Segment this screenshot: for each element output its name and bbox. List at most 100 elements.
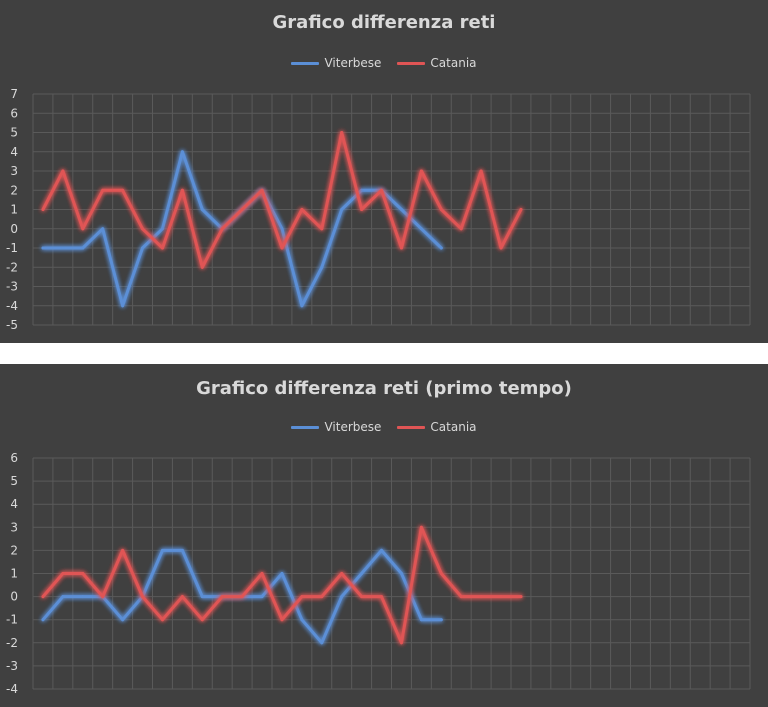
- data-point-catania: [399, 246, 403, 250]
- data-point-viterbese: [260, 595, 264, 599]
- y-tick-label: 1: [10, 567, 18, 581]
- data-point-catania: [439, 572, 443, 575]
- data-point-catania: [81, 572, 85, 575]
- data-point-viterbese: [280, 227, 284, 231]
- y-tick-label: -1: [6, 613, 18, 627]
- data-point-catania: [419, 525, 423, 529]
- data-point-viterbese: [340, 595, 344, 599]
- data-point-viterbese: [380, 548, 384, 552]
- data-point-catania: [180, 595, 184, 599]
- legend-label: Catania: [430, 56, 477, 70]
- y-tick-label: 4: [10, 497, 18, 511]
- data-point-viterbese: [141, 246, 145, 250]
- data-point-catania: [280, 618, 284, 622]
- data-point-viterbese: [360, 572, 364, 575]
- data-point-catania: [121, 188, 125, 192]
- y-tick-label: -4: [6, 682, 18, 696]
- y-tick-label: 3: [10, 164, 18, 178]
- data-point-viterbese: [61, 595, 65, 599]
- data-point-viterbese: [180, 150, 184, 154]
- plot-area: 6 5 4 3 2 1 0 -1 -2 -3 -4: [6, 451, 751, 696]
- plot-area: 7 6 5 4 3 2 1 0 -1 -2 -3 -4 -5: [6, 87, 751, 332]
- legend-label: Viterbese: [324, 420, 382, 434]
- data-point-catania: [360, 208, 364, 211]
- data-point-catania: [320, 227, 324, 231]
- data-point-catania: [519, 208, 523, 211]
- data-point-catania: [360, 595, 364, 599]
- data-point-catania: [180, 188, 184, 192]
- y-tick-label: 0: [10, 590, 18, 604]
- y-tick-label: 0: [10, 222, 18, 236]
- data-point-catania: [479, 169, 483, 173]
- data-point-viterbese: [200, 208, 204, 211]
- chart-legend: Viterbese Catania: [0, 56, 768, 70]
- data-point-viterbese: [419, 227, 423, 231]
- data-point-catania: [380, 188, 384, 192]
- data-point-catania: [160, 246, 164, 250]
- data-point-catania: [419, 169, 423, 173]
- data-point-catania: [41, 595, 45, 599]
- data-point-catania: [479, 595, 483, 599]
- data-point-viterbese: [160, 548, 164, 552]
- data-point-catania: [101, 595, 105, 599]
- data-point-viterbese: [300, 618, 304, 622]
- data-point-viterbese: [160, 227, 164, 231]
- y-tick-label: 5: [10, 474, 18, 488]
- y-tick-label: -3: [6, 659, 18, 673]
- y-tick-label: 6: [10, 106, 18, 120]
- data-point-catania: [200, 265, 204, 269]
- chart-title: Grafico differenza reti (primo tempo): [196, 378, 572, 399]
- legend-item-catania: Catania: [397, 56, 477, 70]
- data-point-catania: [141, 227, 145, 231]
- y-tick-label: -1: [6, 241, 18, 255]
- data-point-catania: [240, 208, 244, 211]
- y-tick-label: 4: [10, 145, 18, 159]
- data-point-viterbese: [439, 246, 443, 250]
- legend-label: Viterbese: [324, 56, 382, 70]
- legend-item-catania: Catania: [397, 420, 477, 434]
- data-point-viterbese: [439, 618, 443, 622]
- data-point-viterbese: [399, 208, 403, 211]
- data-point-viterbese: [419, 618, 423, 622]
- data-point-viterbese: [81, 246, 85, 250]
- chart-title: Grafico differenza reti: [272, 12, 496, 33]
- chart-legend: Viterbese Catania: [0, 420, 768, 434]
- data-point-viterbese: [320, 265, 324, 269]
- legend-label: Catania: [430, 420, 477, 434]
- data-point-viterbese: [81, 595, 85, 599]
- y-tick-label: 1: [10, 203, 18, 217]
- series-line-catania: [41, 525, 523, 645]
- data-point-viterbese: [280, 572, 284, 575]
- data-point-catania: [499, 595, 503, 599]
- data-point-catania: [399, 641, 403, 645]
- data-point-viterbese: [399, 572, 403, 575]
- y-tick-label: 2: [10, 543, 18, 557]
- data-point-catania: [81, 227, 85, 231]
- data-point-catania: [340, 572, 344, 575]
- y-tick-label: 2: [10, 183, 18, 197]
- data-point-catania: [439, 208, 443, 211]
- y-tick-label: 3: [10, 520, 18, 534]
- data-point-catania: [499, 246, 503, 250]
- data-point-viterbese: [121, 618, 125, 622]
- chart-panel-1: Grafico differenza reti Viterbese Catani…: [0, 0, 768, 343]
- data-point-viterbese: [41, 246, 45, 250]
- data-point-catania: [200, 618, 204, 622]
- legend-swatch-catania: [397, 425, 426, 429]
- data-point-catania: [121, 548, 125, 552]
- data-point-viterbese: [121, 304, 125, 308]
- data-point-viterbese: [300, 304, 304, 308]
- legend-swatch-viterbese: [291, 61, 320, 65]
- legend-item-viterbese: Viterbese: [291, 420, 381, 434]
- data-point-catania: [160, 618, 164, 622]
- data-point-catania: [61, 572, 65, 575]
- data-point-catania: [141, 595, 145, 599]
- data-point-viterbese: [320, 641, 324, 645]
- data-point-catania: [519, 595, 523, 599]
- y-tick-label: 6: [10, 451, 18, 465]
- y-tick-label: -4: [6, 299, 18, 313]
- data-point-catania: [340, 131, 344, 134]
- data-point-viterbese: [200, 595, 204, 599]
- data-point-viterbese: [180, 548, 184, 552]
- y-tick-label: 7: [10, 87, 18, 101]
